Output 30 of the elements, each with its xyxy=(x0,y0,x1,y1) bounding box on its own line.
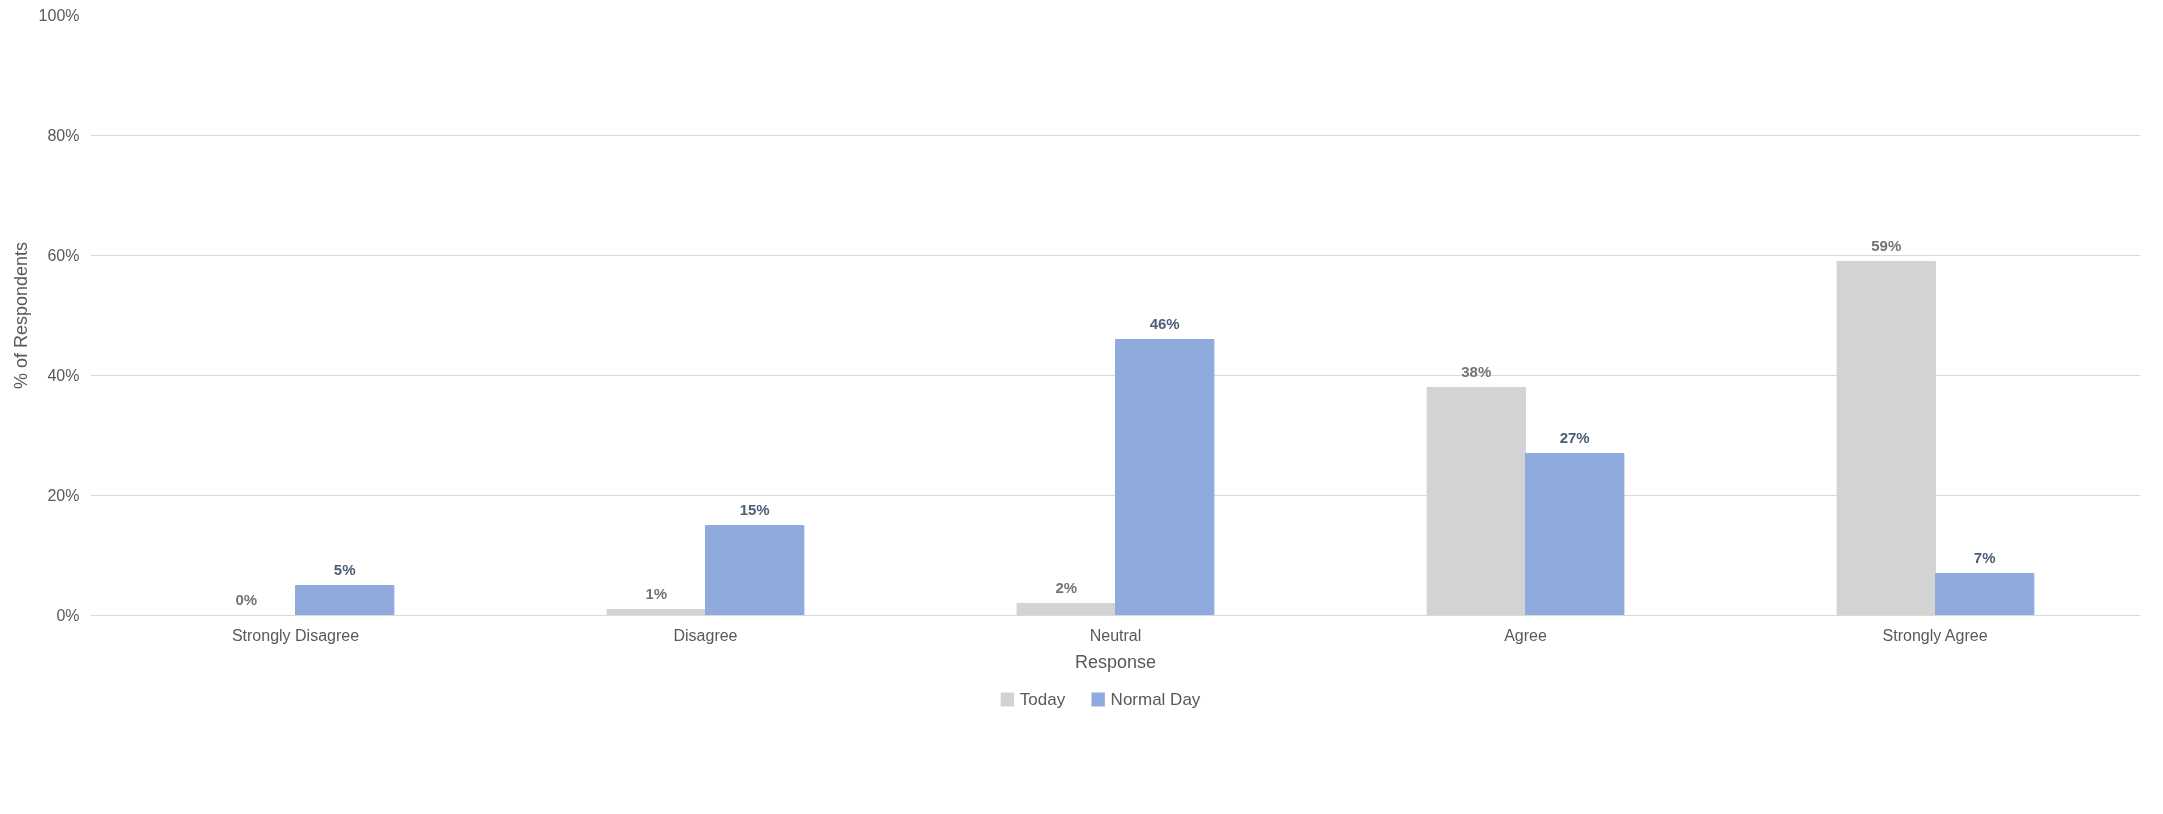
data-label: 15% xyxy=(739,500,770,518)
data-label: 1% xyxy=(645,584,668,602)
x-tick-label: Disagree xyxy=(673,626,738,644)
x-tick-label: Strongly Agree xyxy=(1882,626,1988,644)
y-axis-title: % of Respondents xyxy=(10,241,31,390)
data-label: 2% xyxy=(1055,578,1078,596)
bar xyxy=(1525,453,1625,616)
legend-label: Today xyxy=(1019,690,1066,709)
bar xyxy=(705,525,805,616)
x-axis-title: Response xyxy=(1074,651,1157,672)
x-tick-label: Neutral xyxy=(1089,626,1142,644)
data-label: 27% xyxy=(1559,428,1590,446)
y-tick-label: 40% xyxy=(47,367,80,384)
data-label: 46% xyxy=(1149,314,1180,332)
data-label: 59% xyxy=(1871,236,1902,254)
data-label: 0% xyxy=(235,590,258,608)
y-tick-label: 60% xyxy=(47,247,80,264)
bar xyxy=(1935,573,2035,616)
y-tick-label: 80% xyxy=(47,127,80,144)
bar xyxy=(1115,339,1215,616)
data-label: 7% xyxy=(1973,548,1996,566)
data-label: 38% xyxy=(1461,362,1492,380)
y-tick-label: 20% xyxy=(47,487,80,504)
legend-label: Normal Day xyxy=(1110,690,1201,709)
bar xyxy=(295,585,395,616)
x-tick-label: Agree xyxy=(1504,626,1547,644)
y-tick-label: 0% xyxy=(56,607,80,624)
data-label: 5% xyxy=(333,560,356,578)
x-tick-label: Strongly Disagree xyxy=(231,626,360,644)
y-tick-label: 100% xyxy=(38,7,80,24)
